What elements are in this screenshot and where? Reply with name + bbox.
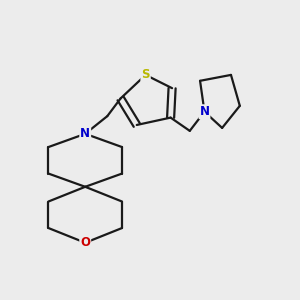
Text: S: S — [141, 68, 150, 81]
Text: O: O — [80, 236, 90, 249]
Text: N: N — [80, 127, 90, 140]
Text: N: N — [200, 105, 209, 118]
